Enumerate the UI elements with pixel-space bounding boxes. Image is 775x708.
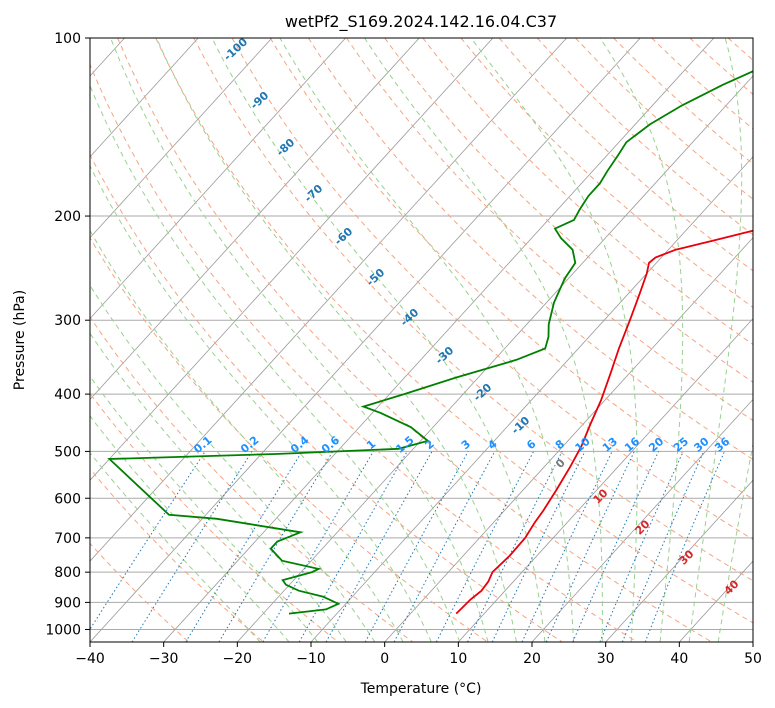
mixing-ratio-line (572, 451, 660, 642)
isotherm-line (163, 38, 715, 642)
x-tick-label: 20 (523, 651, 541, 667)
moist-adiabat-line (688, 38, 743, 642)
moist-adiabat-line (90, 229, 404, 642)
chart-title: wetPf2_S169.2024.142.16.04.C37 (285, 12, 557, 32)
x-tick-label: −20 (223, 651, 253, 667)
dry-adiabat-line (90, 153, 563, 642)
moist-adiabat-line (279, 38, 575, 642)
x-tick-label: 30 (597, 651, 615, 667)
moist-adiabat-line (90, 375, 319, 642)
y-tick-label: 1000 (45, 622, 81, 638)
y-tick-label: 900 (54, 595, 81, 611)
y-tick-label: 800 (54, 565, 81, 581)
y-axis: 100 200 300 400 500 600 700 800 900 1000 (45, 31, 90, 638)
plot-frame (89, 37, 754, 643)
mixing-ratio-line (90, 451, 206, 631)
moist-adiabat-line (90, 452, 261, 642)
x-axis-label: Temperature (°C) (360, 681, 482, 697)
mixing-ratio-line (435, 451, 535, 642)
y-tick-label: 400 (54, 387, 81, 403)
series-lines (107, 70, 753, 615)
y-axis-label: Pressure (hPa) (12, 290, 28, 390)
dry-adiabat-line (90, 63, 638, 642)
moist-adiabat-line (470, 38, 638, 642)
x-tick-label: 40 (670, 651, 688, 667)
x-tick-label: −10 (296, 651, 326, 667)
isotherm-line (90, 38, 420, 401)
dry-adiabat-line (422, 38, 753, 346)
isotherm-line (90, 38, 346, 320)
dry-adiabat-line (269, 38, 753, 500)
mixing-ratio-line (467, 451, 563, 642)
moist-adiabat-line (364, 38, 603, 642)
y-tick-label: 500 (54, 444, 81, 460)
mixing-ratio-line (325, 451, 433, 642)
dewpoint-profile-line (107, 70, 753, 615)
isotherm-line (310, 156, 753, 642)
isotherm-line (90, 38, 273, 239)
background-lines (90, 38, 753, 642)
mixing-ratio-line (644, 451, 725, 642)
x-tick-label: 10 (449, 651, 467, 667)
y-tick-label: 700 (54, 531, 81, 547)
mixing-ratio-line (599, 451, 684, 642)
moist-adiabat-line (90, 415, 290, 642)
moist-adiabat-line (156, 38, 517, 642)
isotherm-line (90, 38, 199, 158)
dry-adiabat-line (117, 38, 712, 642)
mixing-ratio-line (621, 451, 705, 642)
isotherm-line (458, 317, 753, 642)
dry-adiabat-line (155, 38, 753, 624)
x-tick-label: 0 (380, 651, 389, 667)
moist-adiabat-line (110, 38, 489, 642)
y-tick-label: 600 (54, 491, 81, 507)
mixing-ratio-line (298, 451, 408, 642)
mixing-ratio-line (185, 451, 303, 642)
dry-adiabat-line (193, 38, 753, 582)
x-tick-label: −40 (75, 651, 105, 667)
dry-adiabat-line (90, 392, 339, 642)
moist-adiabat-line (717, 441, 753, 642)
x-tick-label: 50 (744, 651, 762, 667)
moist-adiabat-line (90, 84, 461, 642)
dry-adiabat-line (460, 38, 753, 309)
moist-adiabat-line (90, 284, 376, 642)
isotherm-line (90, 38, 641, 642)
isotherm-line (531, 398, 753, 642)
isotherm-line (605, 479, 753, 642)
mixing-ratio-line (364, 451, 469, 642)
moist-adiabat-line (90, 164, 432, 642)
y-tick-label: 100 (54, 31, 81, 47)
isotherm-line (90, 38, 494, 481)
temperature-profile-line (455, 229, 753, 615)
moist-adiabat-line (599, 38, 684, 642)
isotherm-line (90, 38, 567, 562)
isotherm-line (752, 641, 753, 642)
dry-adiabat-line (231, 38, 753, 541)
dry-adiabat-line (90, 236, 488, 642)
isotherm-line (237, 75, 753, 642)
x-tick-label: −30 (149, 651, 179, 667)
isotherm-line (384, 237, 753, 642)
y-tick-label: 300 (54, 313, 81, 329)
y-tick-label: 200 (54, 209, 81, 225)
x-axis: −40 −30 −20 −10 0 10 20 30 40 50 (75, 642, 762, 667)
dry-adiabat-line (90, 468, 264, 642)
